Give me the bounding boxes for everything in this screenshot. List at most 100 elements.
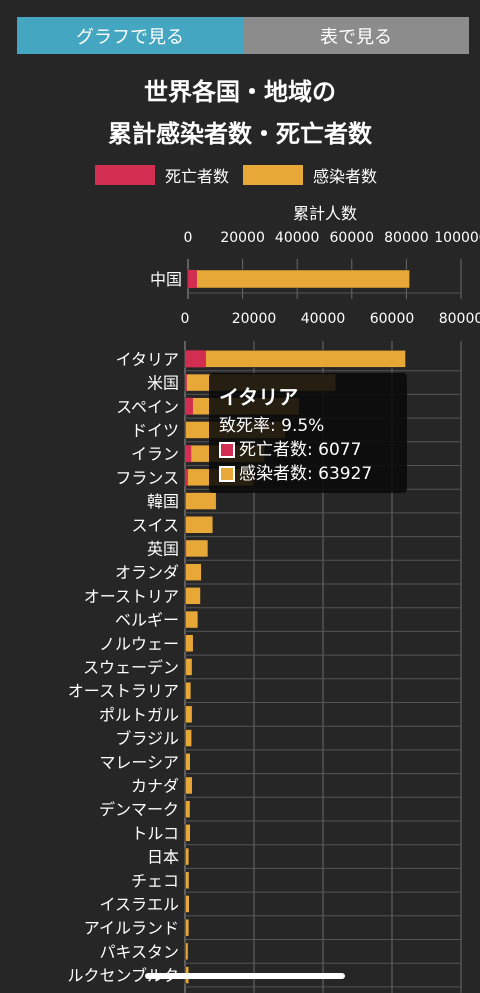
category-label: カナダ <box>131 776 179 795</box>
chart-legend: 死亡者数 感染者数 <box>95 163 391 187</box>
legend-deaths-swatch <box>95 165 155 185</box>
bar-cases <box>187 269 410 289</box>
x-tick-label: 60000 <box>330 230 375 246</box>
x-tick-label: 0 <box>181 311 190 327</box>
tooltip-country: イタリア <box>219 385 299 409</box>
category-label: スイス <box>131 516 179 535</box>
x-tick-label: 0 <box>184 230 193 246</box>
bar-deaths <box>185 776 186 794</box>
tooltip: イタリア 致死率: 9.5% 死亡者数: 6077 感染者数: 63927 <box>209 373 407 493</box>
bar-deaths <box>185 350 206 368</box>
category-label: ポルトガル <box>99 705 179 724</box>
home-indicator[interactable] <box>145 973 345 979</box>
bar-deaths <box>185 682 186 700</box>
tooltip-cases-row: 感染者数: 63927 <box>219 462 397 486</box>
category-label: チェコ <box>131 871 179 890</box>
bar-cases <box>184 610 199 629</box>
tooltip-rate: 致死率: 9.5% <box>219 416 325 436</box>
bar-deaths <box>185 658 186 676</box>
category-label: オーストラリア <box>68 682 179 701</box>
bar-cases <box>184 350 406 368</box>
bar-cases <box>184 539 209 558</box>
bar-deaths <box>185 468 188 486</box>
bar-deaths <box>185 919 186 937</box>
category-label: イスラエル <box>99 895 179 914</box>
bar-deaths <box>185 848 186 866</box>
bar-deaths <box>185 611 186 629</box>
bar-deaths <box>185 824 186 842</box>
x-tick-label: 80000 <box>439 311 480 327</box>
view-tabs: グラフで見る 表で見る <box>17 17 469 54</box>
bar-cases <box>184 634 194 652</box>
category-label: オランダ <box>115 563 179 582</box>
bar-deaths <box>185 705 186 723</box>
bar-deaths <box>185 397 193 415</box>
category-label: フランス <box>115 468 179 487</box>
x-tick-label: 80000 <box>384 230 429 246</box>
bar-cases <box>184 516 214 534</box>
bar-cases <box>184 658 193 676</box>
category-label: ノルウェー <box>99 634 179 653</box>
tooltip-cases: 感染者数: 63927 <box>239 464 373 484</box>
bar-deaths <box>185 492 186 510</box>
tab-chart[interactable]: グラフで見る <box>17 17 243 54</box>
bar-deaths <box>185 800 186 818</box>
bar-deaths <box>185 753 186 771</box>
bar-deaths <box>185 895 186 913</box>
x-tick-label: 20000 <box>232 311 277 327</box>
tooltip-cases-swatch <box>219 466 235 482</box>
tooltip-deaths: 死亡者数: 6077 <box>239 440 362 460</box>
chart-title-line2: 累計感染者数・死亡者数 <box>108 120 372 148</box>
category-label: ブラジル <box>115 729 179 748</box>
x-tick-label: 40000 <box>301 311 346 327</box>
bar-cases <box>184 705 193 724</box>
bar-deaths <box>185 421 186 439</box>
bar-deaths <box>185 445 192 463</box>
category-label: スウェーデン <box>83 658 179 677</box>
bar-cases <box>184 587 201 605</box>
x-tick-label: 100000 <box>434 230 480 246</box>
bar-deaths <box>185 729 186 747</box>
bar-deaths <box>185 563 186 581</box>
category-label: トルコ <box>131 824 179 843</box>
axis-unit-label: 累計人数 <box>292 204 357 223</box>
bar-cases <box>184 563 202 581</box>
bar-cases <box>184 776 193 795</box>
bar-deaths <box>188 270 197 288</box>
bar-deaths <box>185 871 186 889</box>
category-label: デンマーク <box>99 800 179 819</box>
x-tick-label: 40000 <box>275 230 320 246</box>
category-label: 英国 <box>147 539 179 558</box>
category-label: 韓国 <box>147 492 179 511</box>
tooltip-deaths-row: 死亡者数: 6077 <box>219 438 397 462</box>
bar-cases <box>184 492 217 510</box>
x-tick-label: 60000 <box>370 311 415 327</box>
category-label: オーストリア <box>84 587 179 606</box>
x-tick-label: 20000 <box>220 230 265 246</box>
legend-deaths-label: 死亡者数 <box>165 167 230 186</box>
category-label: ドイツ <box>131 421 179 440</box>
bar-deaths <box>185 374 187 392</box>
category-label: マレーシア <box>99 753 179 772</box>
tab-table[interactable]: 表で見る <box>243 17 469 54</box>
tooltip-deaths-swatch <box>219 442 235 458</box>
category-label: アイルランド <box>84 919 179 938</box>
category-label: イタリア <box>116 350 179 369</box>
bar-deaths <box>185 516 186 534</box>
category-label: イラン <box>131 445 179 464</box>
bar-deaths <box>185 942 186 960</box>
category-label: ベルギー <box>115 611 179 630</box>
bar-deaths <box>185 539 187 557</box>
category-label: 日本 <box>147 848 179 867</box>
category-label: 中国 <box>150 270 182 289</box>
legend-cases-label: 感染者数 <box>313 167 378 186</box>
chart-title-line1: 世界各国・地域の <box>144 78 336 106</box>
category-label: パキスタン <box>99 942 179 961</box>
category-label: 米国 <box>147 374 179 393</box>
bar-deaths <box>185 634 186 652</box>
category-label: スペイン <box>116 397 179 416</box>
legend-cases-swatch <box>243 165 304 185</box>
bar-deaths <box>185 587 186 605</box>
category-label: ルクセンブルク <box>67 966 179 985</box>
